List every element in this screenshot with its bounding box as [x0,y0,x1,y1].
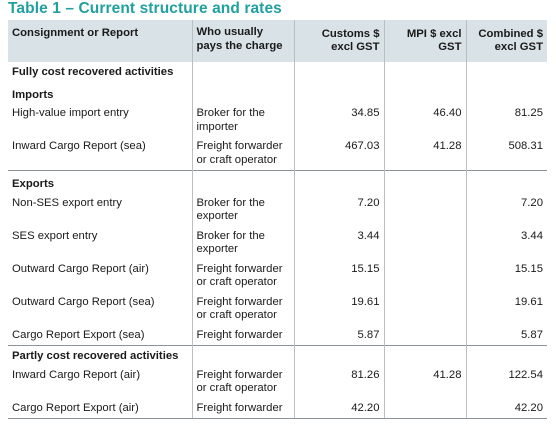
customs-cell: 42.20 [293,398,384,419]
item-cell: Inward Cargo Report (sea) [12,140,146,152]
rates-table: Consignment or Report Who usually pays t… [8,20,547,419]
empty-cell [293,81,384,104]
header-combined: Combined $ excl GST [465,20,547,62]
customs-cell: 19.61 [293,292,384,326]
combined-cell: 3.44 [465,226,547,260]
payer-cell: Freight forwarder [191,325,294,346]
table-row: Non-SES export entry Broker for the expor… [8,193,547,227]
item-cell: SES export entry [12,229,98,242]
item-cell: Non-SES export entry [12,196,122,209]
empty-cell [383,81,466,104]
empty-cell [191,81,294,104]
header-customs: Customs $ excl GST [293,20,384,62]
mpi-cell [383,292,466,326]
section-heading-row: Partly cost recovered activities [8,345,547,366]
empty-cell [191,345,294,366]
group-heading-row: Imports [8,81,547,104]
empty-cell [293,62,384,82]
combined-cell: 42.20 [465,398,547,419]
combined-cell: 7.20 [465,193,547,227]
table-row: Inward Cargo Report (sea) Freight forward… [8,137,547,171]
combined-cell: 81.25 [465,104,547,137]
group-heading: Imports [12,88,54,101]
payer-cell: Freight forwarder or craft operator [191,292,294,326]
combined-cell: 15.15 [465,259,547,293]
mpi-cell [383,398,466,419]
section-heading-row: Fully cost recovered activities [8,62,547,82]
payer-cell: Freight forwarder or craft operator [191,365,294,399]
item-cell: Outward Cargo Report (sea) [12,295,155,308]
combined-cell: 122.54 [465,365,547,399]
empty-cell [383,170,466,194]
section-heading: Fully cost recovered activities [12,66,174,78]
table-row: Inward Cargo Report (air) Freight forward… [8,365,547,399]
customs-cell: 15.15 [293,259,384,293]
customs-cell: 5.87 [293,325,384,346]
customs-cell: 34.85 [293,104,384,137]
payer-cell: Freight forwarder [191,398,294,419]
item-cell: Cargo Report Export (air) [8,398,192,419]
empty-cell [465,170,547,194]
table-row: SES export entry Broker for the exporter 3… [8,226,547,260]
group-heading-row: Exports [8,170,547,194]
item-cell: Outward Cargo Report (air) [12,262,149,275]
mpi-cell: 41.28 [383,137,466,171]
payer-cell: Broker for the exporter [191,193,294,227]
customs-cell: 467.03 [293,137,384,171]
header-mpi: MPI $ excl GST [383,20,466,62]
empty-cell [383,62,466,82]
table-row: Outward Cargo Report (sea) Freight forwar… [8,292,547,326]
empty-cell [465,345,547,366]
empty-cell [383,345,466,366]
empty-cell [465,62,547,82]
customs-cell: 7.20 [293,193,384,227]
table-row: Outward Cargo Report (air) Freight forwar… [8,259,547,293]
header-consignment: Consignment or Report [8,20,192,62]
mpi-cell [383,259,466,293]
combined-cell: 5.87 [465,325,547,346]
combined-cell: 508.31 [465,137,547,171]
empty-cell [191,170,294,194]
mpi-cell: 46.40 [383,104,466,137]
empty-cell [465,81,547,104]
table-row: Cargo Report Export (sea) Freight forward… [8,325,547,346]
item-cell: Inward Cargo Report (air) [12,368,141,381]
item-cell: High-value import entry [12,107,129,119]
payer-cell: Broker for the importer [191,104,294,137]
customs-cell: 81.26 [293,365,384,399]
table-body: Fully cost recovered activities Imports Hi… [8,62,547,419]
mpi-cell [383,325,466,346]
header-payer: Who usually pays the charge [191,20,294,62]
payer-cell: Broker for the exporter [191,226,294,260]
table-header-row: Consignment or Report Who usually pays t… [8,20,547,62]
section-heading: Partly cost recovered activities [8,345,192,366]
payer-cell: Freight forwarder or craft operator [191,137,294,171]
empty-cell [293,345,384,366]
empty-cell [293,170,384,194]
mpi-cell [383,226,466,260]
combined-cell: 19.61 [465,292,547,326]
mpi-cell [383,193,466,227]
table-row: High-value import entry Broker for the im… [8,104,547,137]
group-heading: Exports [8,170,192,194]
mpi-cell: 41.28 [383,365,466,399]
table-title: Table 1 – Current structure and rates [8,0,282,17]
customs-cell: 3.44 [293,226,384,260]
table-row: Cargo Report Export (air) Freight forward… [8,398,547,419]
item-cell: Cargo Report Export (sea) [12,328,145,341]
empty-cell [191,62,294,82]
payer-cell: Freight forwarder or craft operator [191,259,294,293]
